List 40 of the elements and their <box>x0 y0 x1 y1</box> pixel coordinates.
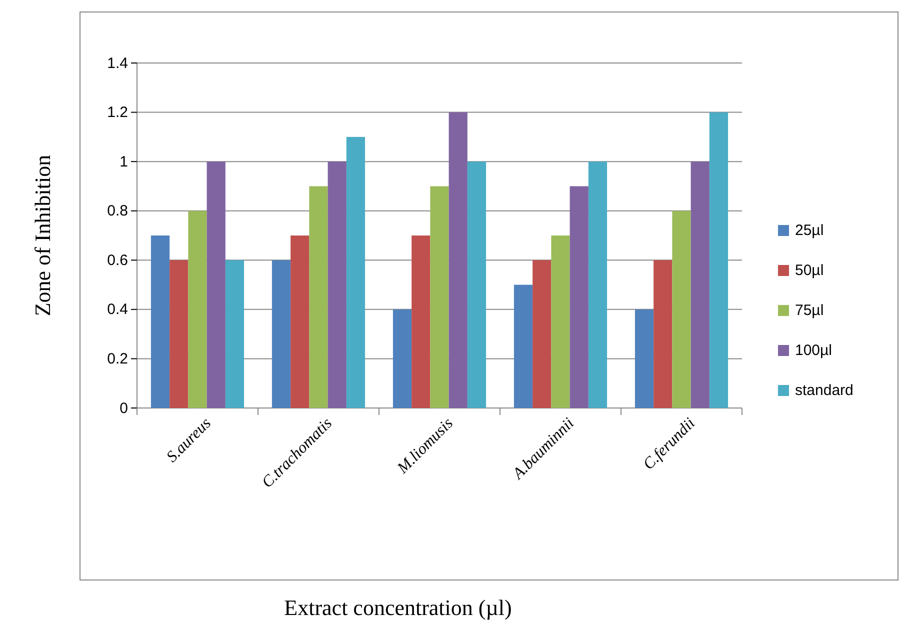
y-tick-label: 0.4 <box>107 301 128 318</box>
y-tick-label: 0.6 <box>107 252 128 269</box>
bar <box>346 136 366 408</box>
x-axis-title: Extract concentration (µl) <box>284 595 512 620</box>
y-axis-title: Zone of Inhibition <box>30 154 55 316</box>
bar <box>672 210 691 408</box>
bar <box>225 260 244 408</box>
y-tick-label: 1.4 <box>107 54 128 72</box>
bar <box>328 162 346 408</box>
bar <box>690 162 710 408</box>
legend-label: 25µl <box>795 222 824 239</box>
bar <box>654 260 672 408</box>
bar <box>634 309 654 408</box>
bar <box>551 236 570 408</box>
bar <box>392 309 412 408</box>
bar <box>309 186 328 408</box>
legend-label: 100µl <box>795 342 832 359</box>
bar <box>570 186 588 408</box>
y-tick-label: 1.2 <box>107 104 128 122</box>
bar <box>188 210 207 408</box>
bar <box>170 260 188 408</box>
bar <box>290 236 310 408</box>
bar <box>588 162 608 408</box>
y-tick-label: 0 <box>120 400 128 417</box>
bar <box>430 186 449 408</box>
y-tick-label: 0.2 <box>107 350 128 368</box>
legend-label: standard <box>795 382 854 399</box>
bar <box>206 162 226 408</box>
bar <box>467 162 486 408</box>
bar <box>272 260 291 408</box>
bar <box>514 284 533 408</box>
bar <box>150 236 170 408</box>
legend-label: 50µl <box>795 262 824 279</box>
bar <box>709 112 728 408</box>
bar <box>448 112 468 408</box>
y-tick-label: 0.8 <box>107 202 128 220</box>
bar <box>412 236 430 408</box>
bar <box>532 260 552 408</box>
legend-label: 75µl <box>795 302 824 319</box>
y-tick-label: 1 <box>120 153 128 170</box>
